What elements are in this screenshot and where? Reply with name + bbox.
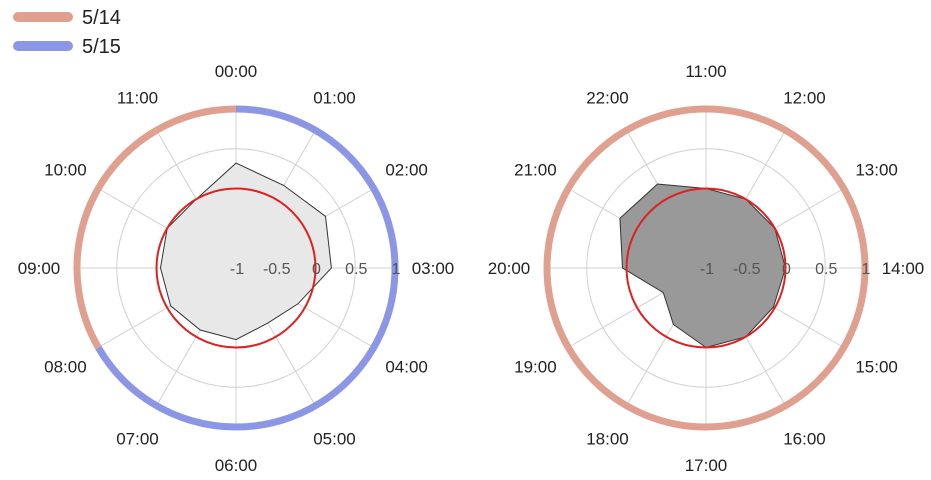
r-tick-label-1: -0.5 (263, 261, 291, 278)
hour-label-1: 01:00 (313, 88, 356, 107)
reference-circle (155, 187, 317, 349)
hour-label-10: 21:00 (514, 161, 557, 180)
hour-label-5: 05:00 (313, 430, 356, 449)
outer-ring-segment-2 (73, 127, 159, 350)
r-tick-label-0: -1 (700, 261, 714, 278)
hour-label-7: 18:00 (586, 430, 629, 449)
hour-label-6: 17:00 (685, 456, 728, 475)
hour-label-11: 22:00 (586, 88, 629, 107)
r-tick-label-4: 1 (392, 261, 401, 278)
hour-label-11: 11:00 (117, 88, 158, 107)
outer-ring-segment-0 (154, 105, 237, 134)
hour-label-9: 09:00 (18, 259, 61, 278)
legend-label-1: 5/15 (82, 36, 121, 58)
r-tick-label-2: 0 (312, 261, 321, 278)
r-tick-label-1: -0.5 (733, 261, 761, 278)
hour-label-0: 00:00 (215, 62, 258, 81)
r-tick-label-4: 1 (862, 261, 871, 278)
hour-label-3: 14:00 (882, 259, 925, 278)
hour-label-4: 15:00 (855, 358, 898, 377)
reference-circle (625, 187, 787, 349)
hour-label-3: 03:00 (412, 259, 455, 278)
hour-label-8: 08:00 (44, 358, 87, 377)
outer-ring-segment-0 (543, 105, 869, 431)
radar-chart-right: -1 -0.5 0 0.5 1 11:00 12:00 13:00 14:00 15:00 16:0… (488, 62, 925, 475)
hour-label-9: 20:00 (488, 259, 531, 278)
hour-label-2: 13:00 (855, 161, 898, 180)
r-tick-label-0: -1 (230, 261, 244, 278)
hour-label-10: 10:00 (44, 161, 87, 180)
r-tick-label-3: 0.5 (815, 261, 837, 278)
hour-label-5: 16:00 (783, 430, 826, 449)
hour-label-8: 19:00 (514, 358, 557, 377)
hour-label-1: 12:00 (783, 88, 826, 107)
legend: 5/14 5/15 (13, 7, 121, 58)
legend-label-0: 5/14 (82, 7, 121, 29)
r-tick-label-3: 0.5 (345, 261, 367, 278)
hour-label-4: 04:00 (385, 358, 428, 377)
r-tick-label-2: 0 (782, 261, 791, 278)
outer-ring-segment-1 (95, 105, 399, 431)
hour-label-0: 11:00 (685, 62, 726, 81)
hour-label-7: 07:00 (116, 430, 159, 449)
radar-chart-left: -1 -0.5 0 0.5 1 00:00 01:00 02:00 03:00 04:00 05:0… (18, 62, 455, 475)
hour-label-2: 02:00 (385, 161, 428, 180)
hour-label-6: 06:00 (215, 456, 258, 475)
